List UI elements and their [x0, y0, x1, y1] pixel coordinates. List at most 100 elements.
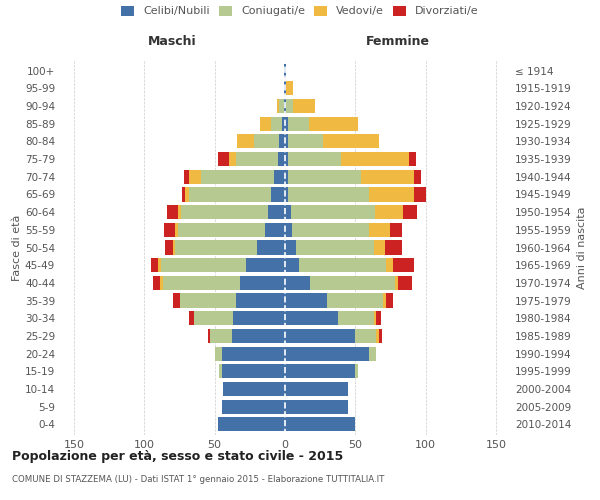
- Bar: [257, 240, 285, 254]
- Bar: [182, 188, 285, 202]
- Bar: [219, 364, 285, 378]
- Text: Maschi: Maschi: [148, 34, 197, 48]
- Bar: [285, 329, 382, 343]
- Bar: [285, 294, 386, 308]
- Bar: [164, 222, 285, 237]
- Bar: [285, 188, 425, 202]
- Bar: [282, 116, 285, 131]
- Bar: [285, 276, 398, 290]
- Bar: [285, 170, 415, 184]
- Bar: [271, 188, 285, 202]
- Bar: [285, 240, 374, 254]
- Bar: [260, 116, 285, 131]
- Bar: [285, 240, 296, 254]
- Bar: [285, 418, 355, 432]
- Bar: [285, 188, 370, 202]
- Bar: [285, 64, 286, 78]
- Bar: [285, 99, 293, 113]
- Bar: [285, 418, 355, 432]
- Bar: [285, 418, 355, 432]
- Bar: [237, 134, 285, 148]
- Bar: [285, 205, 290, 219]
- Bar: [278, 152, 285, 166]
- Bar: [153, 276, 285, 290]
- Text: Femmine: Femmine: [365, 34, 430, 48]
- Bar: [285, 258, 386, 272]
- Bar: [265, 222, 285, 237]
- Bar: [219, 364, 285, 378]
- Bar: [285, 382, 348, 396]
- Bar: [285, 294, 327, 308]
- Bar: [190, 170, 285, 184]
- Bar: [211, 329, 285, 343]
- Bar: [285, 240, 402, 254]
- Bar: [285, 152, 341, 166]
- Bar: [194, 311, 285, 326]
- Bar: [185, 188, 285, 202]
- Bar: [285, 170, 361, 184]
- Bar: [223, 382, 285, 396]
- Bar: [208, 329, 285, 343]
- Bar: [200, 170, 285, 184]
- Bar: [285, 364, 358, 378]
- Bar: [240, 276, 285, 290]
- Bar: [285, 81, 286, 96]
- Bar: [215, 346, 285, 360]
- Bar: [245, 258, 285, 272]
- Bar: [285, 364, 355, 378]
- Bar: [285, 116, 309, 131]
- Text: COMUNE DI STAZZEMA (LU) - Dati ISTAT 1° gennaio 2015 - Elaborazione TUTTITALIA.I: COMUNE DI STAZZEMA (LU) - Dati ISTAT 1° …: [12, 475, 385, 484]
- Bar: [184, 170, 285, 184]
- Bar: [285, 222, 391, 237]
- Bar: [285, 116, 358, 131]
- Bar: [160, 276, 285, 290]
- Bar: [285, 364, 358, 378]
- Bar: [166, 240, 285, 254]
- Bar: [285, 170, 421, 184]
- Bar: [229, 152, 285, 166]
- Bar: [285, 152, 416, 166]
- Bar: [218, 418, 285, 432]
- Bar: [179, 294, 285, 308]
- Bar: [284, 81, 285, 96]
- Legend: Celibi/Nubili, Coniugati/e, Vedovi/e, Divorziati/e: Celibi/Nubili, Coniugati/e, Vedovi/e, Di…: [121, 6, 479, 16]
- Bar: [181, 205, 285, 219]
- Bar: [284, 64, 285, 78]
- Bar: [285, 382, 348, 396]
- Bar: [285, 81, 293, 96]
- Bar: [285, 170, 288, 184]
- Text: Popolazione per età, sesso e stato civile - 2015: Popolazione per età, sesso e stato civil…: [12, 450, 343, 463]
- Bar: [151, 258, 285, 272]
- Bar: [280, 134, 285, 148]
- Bar: [285, 400, 348, 414]
- Bar: [285, 400, 348, 414]
- Bar: [285, 276, 412, 290]
- Bar: [285, 64, 286, 78]
- Bar: [285, 382, 348, 396]
- Y-axis label: Anni di nascita: Anni di nascita: [577, 206, 587, 289]
- Bar: [285, 64, 286, 78]
- Bar: [236, 294, 285, 308]
- Bar: [285, 258, 299, 272]
- Bar: [274, 170, 285, 184]
- Bar: [232, 329, 285, 343]
- Bar: [285, 116, 288, 131]
- Bar: [285, 258, 393, 272]
- Bar: [163, 276, 285, 290]
- Bar: [219, 364, 285, 378]
- Bar: [175, 222, 285, 237]
- Bar: [285, 294, 383, 308]
- Bar: [285, 222, 292, 237]
- Bar: [285, 346, 376, 360]
- Bar: [285, 329, 379, 343]
- Bar: [285, 258, 415, 272]
- Bar: [285, 222, 370, 237]
- Bar: [260, 116, 285, 131]
- Bar: [285, 276, 395, 290]
- Bar: [194, 311, 285, 326]
- Bar: [277, 99, 285, 113]
- Bar: [285, 329, 355, 343]
- Bar: [285, 294, 393, 308]
- Bar: [285, 400, 348, 414]
- Bar: [285, 311, 338, 326]
